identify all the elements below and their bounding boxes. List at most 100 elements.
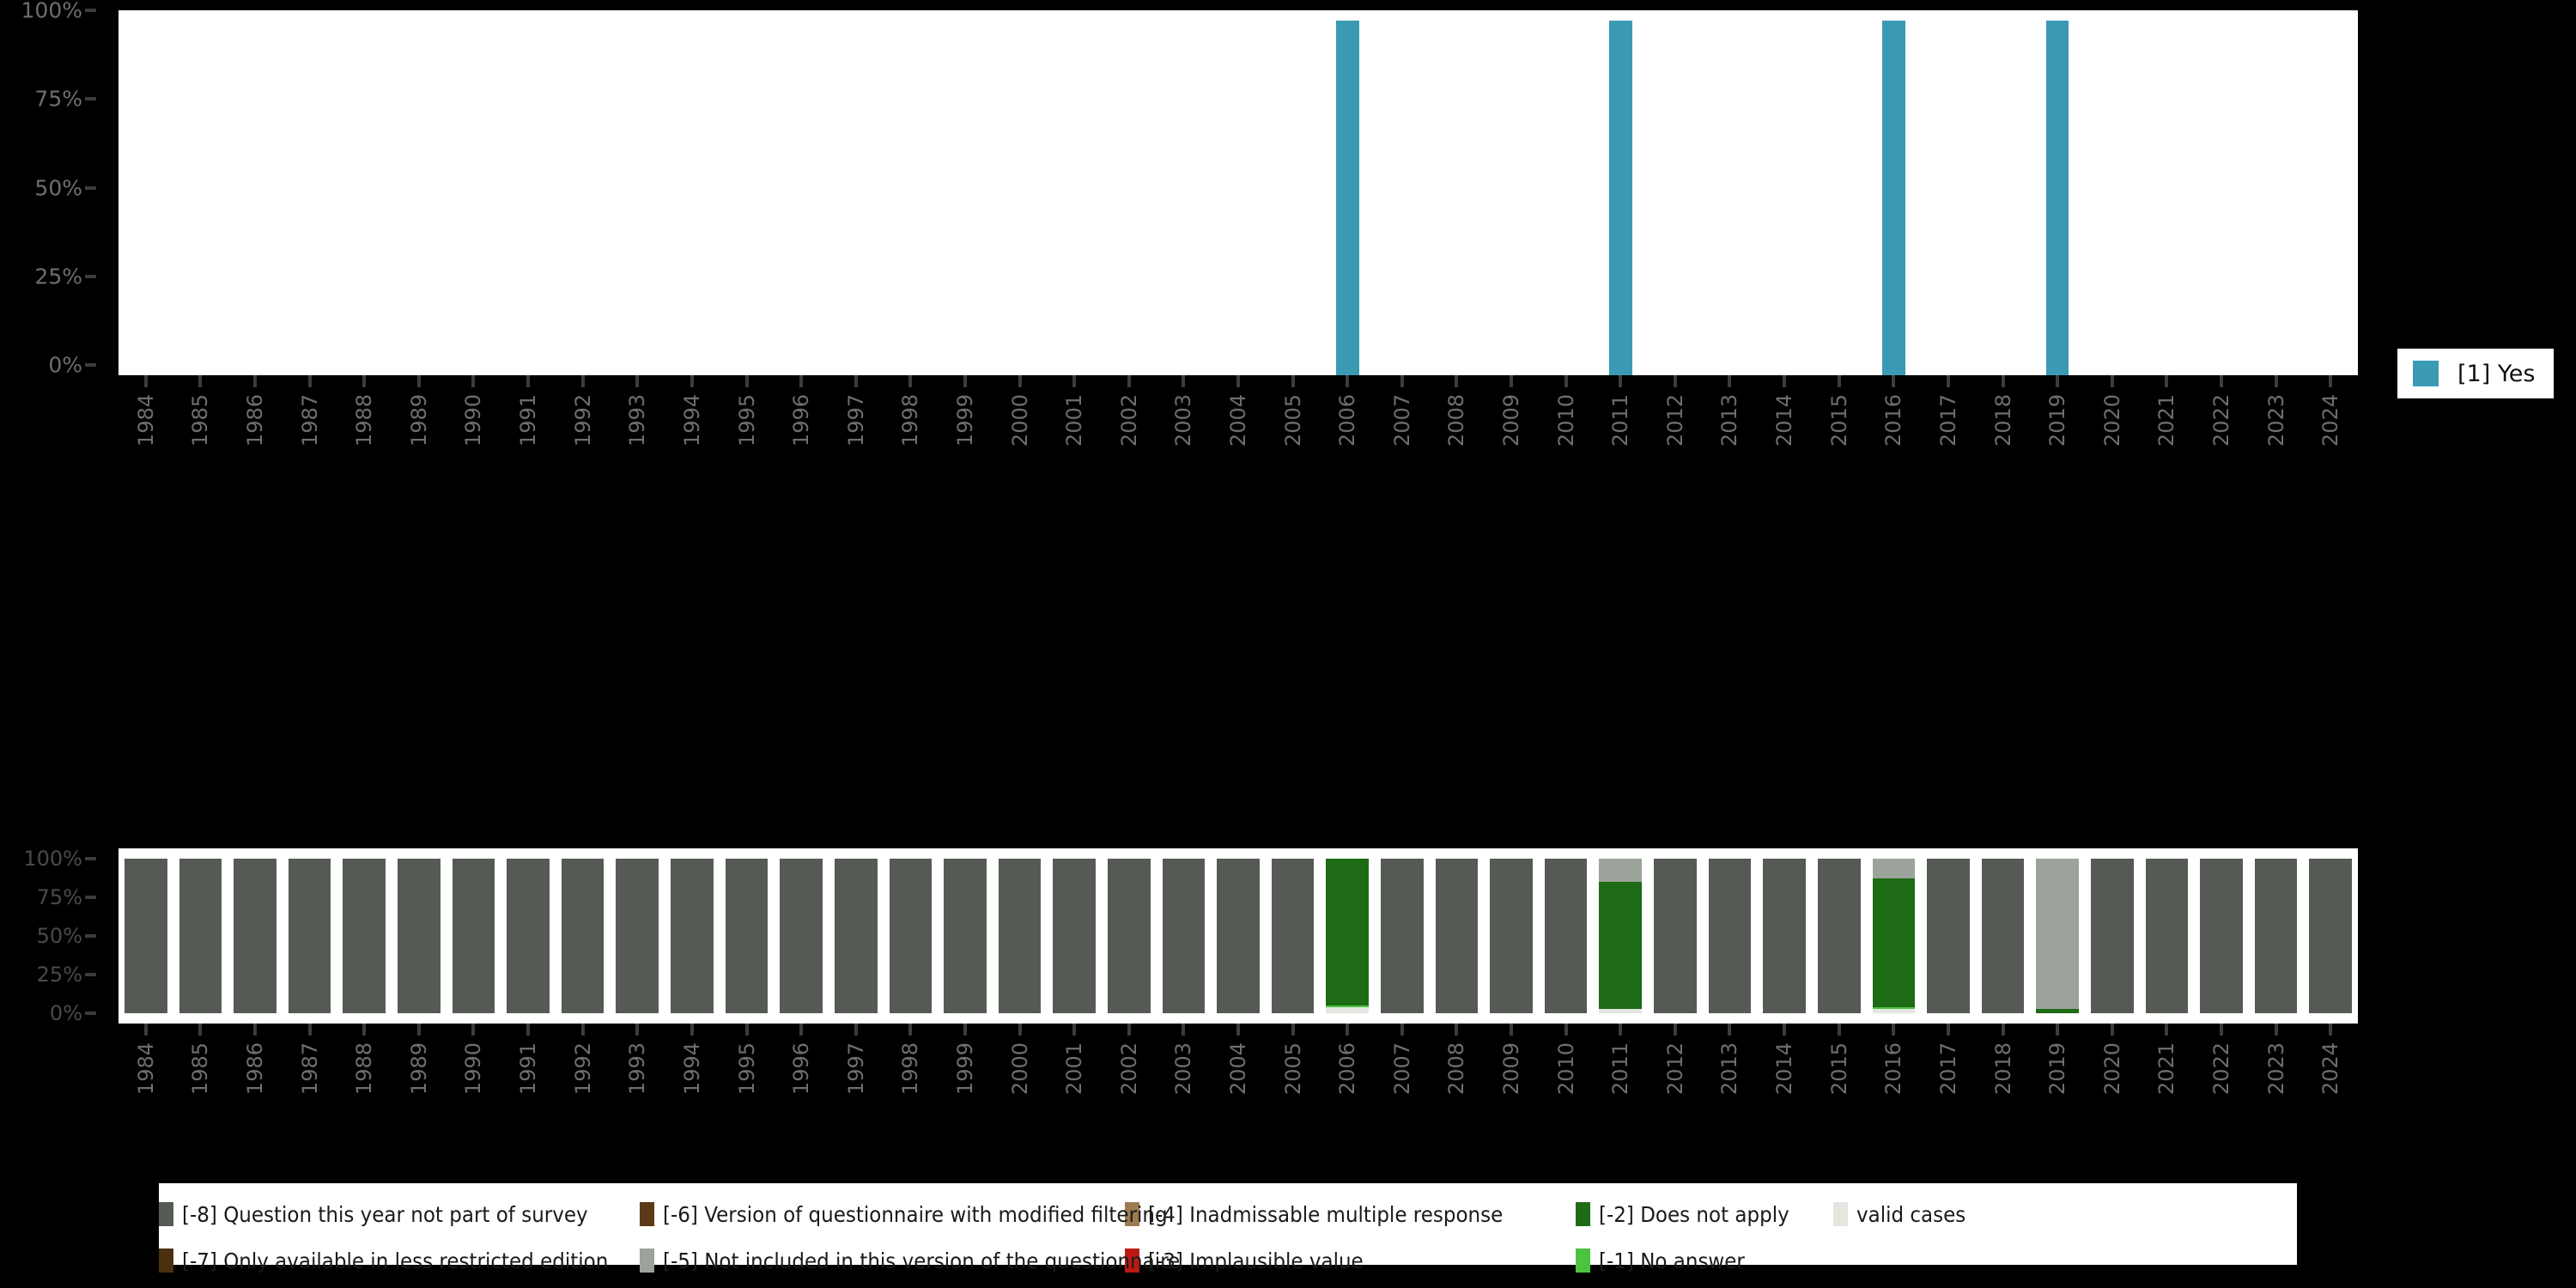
top-x-tick-mark [1728, 375, 1732, 387]
legend-item-6-version-of-questionnaire-with-modified-filtering[interactable]: [-6] Version of questionnaire with modif… [640, 1202, 1168, 1226]
missing-stack-1995[interactable] [725, 859, 769, 1013]
missing-stack-1986[interactable] [234, 859, 276, 1013]
missing-stack-1984[interactable] [124, 859, 167, 1013]
missing-stack-2019[interactable] [2036, 859, 2079, 1013]
legend-item-8-question-this-year-not-part-of-survey[interactable]: [-8] Question this year not part of surv… [159, 1202, 640, 1226]
legend-item-7-only-available-in-less-restricted-edition[interactable]: [-7] Only available in less restricted e… [159, 1249, 640, 1273]
bottom-x-tick-2006: 2006 [1320, 1024, 1375, 1135]
missing-stack-2015[interactable] [1817, 859, 1861, 1013]
missing-stack-2005[interactable] [1271, 859, 1315, 1013]
bottom-x-tick-2005: 2005 [1266, 1024, 1321, 1135]
missing-stack-2008[interactable] [1435, 859, 1479, 1013]
missing-stack-1988[interactable] [343, 859, 386, 1013]
bottom-x-tick-label: 2023 [2263, 1042, 2288, 1096]
bottom-x-tick-2007: 2007 [1375, 1024, 1430, 1135]
missing-stack-2004[interactable] [1217, 859, 1260, 1013]
top-x-tick-label: 2003 [1171, 394, 1196, 447]
missing-stack-2020[interactable] [2090, 859, 2134, 1013]
top-x-tick-label: 2019 [2045, 394, 2070, 447]
stack-segment--8 [1981, 859, 2025, 1013]
missing-stack-2010[interactable] [1544, 859, 1588, 1013]
top-y-axis: 100% 75% 50% 25% 0% [0, 0, 101, 378]
top-x-tick-label: 2024 [2318, 394, 2343, 447]
top-bar-2006[interactable] [1335, 21, 1359, 375]
top-x-tick-1985: 1985 [173, 375, 228, 487]
stack-segment--8 [288, 859, 331, 1013]
missing-stack-2000[interactable] [998, 859, 1042, 1013]
legend-item-5-not-included-in-this-version-of-the-questionnaire[interactable]: [-5] Not included in this version of the… [640, 1249, 1180, 1273]
missing-stack-2002[interactable] [1107, 859, 1151, 1013]
missing-stack-1992[interactable] [561, 859, 605, 1013]
legend-swatch [640, 1202, 654, 1226]
legend-item-4-inadmissable-multiple-response[interactable]: [-4] Inadmissable multiple response [1125, 1202, 1576, 1226]
legend-item-valid-cases[interactable]: valid cases [1833, 1202, 1975, 1226]
stack-segment--8 [1053, 859, 1096, 1013]
legend-item-1-no-answer[interactable]: [-1] No answer [1576, 1249, 1758, 1273]
missing-stack-2006[interactable] [1326, 859, 1370, 1013]
missing-stack-2007[interactable] [1381, 859, 1424, 1013]
bottom-x-tick-label: 2022 [2208, 1042, 2233, 1096]
legend-swatch [159, 1202, 173, 1226]
stack-segment--8 [725, 859, 769, 1013]
bottom-x-tick-mark [1510, 1024, 1514, 1036]
bottom-x-tick-mark [799, 1024, 804, 1036]
legend-swatch [1576, 1249, 1590, 1273]
bottom-x-tick-label: 1995 [734, 1042, 759, 1096]
missing-stack-1994[interactable] [671, 859, 714, 1013]
top-y-tick-label: 100% [21, 0, 82, 23]
bottom-x-axis: 1984 1985 1986 1987 1988 1989 1990 1991 1992 1993… [118, 1024, 2358, 1135]
top-x-tick-label: 1987 [297, 394, 322, 447]
missing-stack-2003[interactable] [1162, 859, 1206, 1013]
bottom-x-tick-label: 2018 [1990, 1042, 2015, 1096]
bottom-x-tick-2015: 2015 [1812, 1024, 1867, 1135]
bottom-x-tick-1993: 1993 [610, 1024, 665, 1135]
missing-stack-2017[interactable] [1927, 859, 1970, 1013]
top-bar-2019[interactable] [2045, 21, 2069, 375]
bottom-x-tick-mark [1783, 1024, 1787, 1036]
missing-stack-2012[interactable] [1654, 859, 1697, 1013]
missing-stack-2021[interactable] [2145, 859, 2189, 1013]
bottom-x-tick-label: 2017 [1935, 1042, 1960, 1096]
missing-stack-2013[interactable] [1708, 859, 1752, 1013]
missing-codes-legend[interactable]: [-8] Question this year not part of surv… [159, 1183, 2297, 1273]
missing-stack-1990[interactable] [452, 859, 495, 1013]
missing-stack-2018[interactable] [1981, 859, 2025, 1013]
bottom-x-tick-1985: 1985 [173, 1024, 228, 1135]
bottom-x-tick-1994: 1994 [665, 1024, 720, 1135]
missing-stack-1985[interactable] [179, 859, 222, 1013]
top-bar-2011[interactable] [1608, 21, 1632, 375]
missing-stack-1989[interactable] [398, 859, 440, 1013]
missing-stack-2001[interactable] [1053, 859, 1096, 1013]
bottom-x-tick-mark [635, 1024, 640, 1036]
missing-stack-1996[interactable] [780, 859, 823, 1013]
missing-stack-2024[interactable] [2309, 859, 2352, 1013]
missing-stack-2014[interactable] [1763, 859, 1806, 1013]
top-x-tick-mark [1182, 375, 1186, 387]
missing-stack-2009[interactable] [1490, 859, 1533, 1013]
missing-stack-2011[interactable] [1599, 859, 1643, 1013]
bottom-x-tick-2024: 2024 [2303, 1024, 2358, 1135]
missing-stack-2016[interactable] [1872, 859, 1916, 1013]
missing-stack-1997[interactable] [834, 859, 878, 1013]
missing-stack-1991[interactable] [507, 859, 550, 1013]
top-x-tick-2003: 2003 [1157, 375, 1212, 487]
bottom-x-tick-mark [1564, 1024, 1568, 1036]
top-bar-2016[interactable] [1881, 21, 1905, 375]
missing-stack-1987[interactable] [288, 859, 331, 1013]
stack-segment--8 [834, 859, 878, 1013]
legend-item-2-does-not-apply[interactable]: [-2] Does not apply [1576, 1202, 1833, 1226]
series-legend[interactable]: [1] Yes [2397, 349, 2555, 398]
bottom-x-tick-2014: 2014 [1757, 1024, 1812, 1135]
missing-stack-1999[interactable] [944, 859, 987, 1013]
missing-stack-2023[interactable] [2254, 859, 2298, 1013]
top-x-tick-2017: 2017 [1921, 375, 1976, 487]
bottom-x-tick-mark [1072, 1024, 1077, 1036]
missing-stack-1998[interactable] [889, 859, 933, 1013]
missing-stack-1993[interactable] [616, 859, 659, 1013]
missing-stack-2022[interactable] [2200, 859, 2243, 1013]
top-x-tick-mark [799, 375, 804, 387]
stack-segment--8 [452, 859, 495, 1013]
legend-item-3-implausible-value[interactable]: [-3] Implausible value [1125, 1249, 1576, 1273]
legend-label: [-3] Implausible value [1148, 1248, 1364, 1273]
bottom-y-tick-label: 0% [49, 1001, 82, 1025]
